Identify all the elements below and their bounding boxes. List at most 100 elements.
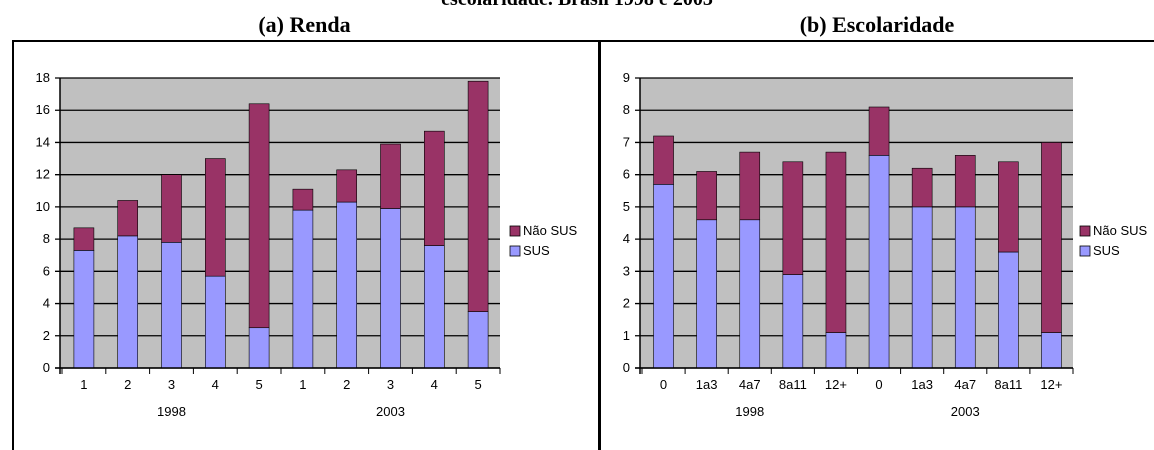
y-tick-label-renda-14: 14 [36,134,50,149]
bar-renda-nao-sus-4 [248,103,270,329]
y-tick-label-renda-10: 10 [36,199,50,214]
bar-escolaridade-sus-0 [653,184,674,369]
y-tick-label-escolaridade-5: 5 [623,199,630,214]
y-tick-label-escolaridade-0: 0 [623,360,630,375]
bar-renda-sus-2 [161,242,182,369]
chart-title-renda: (a) Renda [258,12,351,37]
bar-escolaridade-nao-sus-0 [653,135,674,185]
x-tick-label-escolaridade-6: 1a3 [911,377,933,392]
bar-escolaridade-nao-sus-3 [782,161,804,275]
x-tick-label-escolaridade-2: 4a7 [739,377,761,392]
y-tick-label-escolaridade-8: 8 [623,102,630,117]
bar-escolaridade-nao-sus-2 [739,151,761,221]
group-label-renda-1998: 1998 [157,404,186,419]
bar-escolaridade-sus-3 [782,274,804,369]
legend-label-renda-sus: SUS [523,243,550,258]
frame-top-line [12,40,1154,42]
x-tick-label-escolaridade-7: 4a7 [954,377,976,392]
bar-escolaridade-sus-4 [825,332,847,369]
bar-renda-nao-sus-8 [423,130,445,246]
bar-renda-nao-sus-3 [205,158,226,277]
x-tick-label-escolaridade-5: 0 [875,377,882,392]
legend-label-escolaridade-nao-sus: Não SUS [1093,223,1148,238]
bar-renda-sus-5 [292,209,314,369]
bar-renda-nao-sus-9 [467,80,489,312]
y-tick-label-renda-4: 4 [43,296,50,311]
x-tick-label-renda-8: 4 [431,377,438,392]
x-tick-label-renda-9: 5 [474,377,481,392]
x-tick-label-renda-4: 5 [255,377,262,392]
group-label-escolaridade-2003: 2003 [951,404,980,419]
legend-swatch-escolaridade-nao-sus [1079,225,1091,237]
legend-swatch-renda-nao-sus [509,225,521,237]
bar-escolaridade-sus-2 [739,219,761,369]
legend-label-renda-nao-sus: Não SUS [523,223,578,238]
x-tick-label-escolaridade-0: 0 [660,377,667,392]
bar-escolaridade-nao-sus-6 [911,167,933,208]
bar-renda-sus-9 [467,311,489,369]
bar-escolaridade-sus-9 [1041,332,1062,369]
y-tick-label-escolaridade-3: 3 [623,263,630,278]
bar-renda-nao-sus-2 [161,174,182,243]
x-tick-label-renda-1: 2 [124,377,131,392]
y-tick-label-renda-6: 6 [43,263,50,278]
group-label-renda-2003: 2003 [376,404,405,419]
x-tick-label-escolaridade-8: 8a11 [994,377,1022,392]
y-tick-label-renda-12: 12 [36,167,50,182]
legend-swatch-escolaridade-sus [1079,245,1091,257]
chart-escolaridade: 0 1 2 3 4 5 6 7 8 9 0 1a3 4a7 8a11 12+ 0 1a3 4a7 8a11 12+ 19… [602,43,1154,450]
figure-caption: escolaridade. Brasil 1998 e 2003 [0,0,1154,10]
bar-escolaridade-sus-6 [911,206,933,369]
bar-renda-nao-sus-1 [117,200,138,237]
x-tick-label-escolaridade-1: 1a3 [696,377,718,392]
y-tick-label-escolaridade-6: 6 [623,167,630,182]
x-tick-label-escolaridade-3: 8a11 [779,377,807,392]
bar-escolaridade-sus-7 [954,206,976,369]
y-tick-label-escolaridade-9: 9 [623,70,630,85]
y-tick-label-renda-8: 8 [43,231,50,246]
x-tick-label-renda-3: 4 [212,377,219,392]
bar-escolaridade-nao-sus-4 [825,151,847,333]
frame-divider-line [598,40,601,450]
y-tick-label-escolaridade-7: 7 [623,134,630,149]
bar-escolaridade-nao-sus-1 [696,171,717,221]
y-tick-label-renda-18: 18 [36,70,50,85]
y-tick-label-escolaridade-2: 2 [623,296,630,311]
x-tick-label-escolaridade-9: 12+ [1040,377,1062,392]
x-tick-label-renda-0: 1 [80,377,87,392]
bar-renda-nao-sus-0 [73,227,95,251]
bar-renda-nao-sus-6 [336,169,358,203]
bar-renda-nao-sus-7 [380,143,401,209]
bar-renda-sus-6 [336,201,358,369]
bar-renda-sus-8 [423,245,445,369]
bar-escolaridade-sus-8 [998,251,1019,369]
y-tick-label-renda-16: 16 [36,102,50,117]
bar-escolaridade-nao-sus-5 [868,106,890,156]
x-tick-label-renda-7: 3 [387,377,394,392]
legend-label-escolaridade-sus: SUS [1093,243,1120,258]
bar-renda-sus-3 [205,275,226,369]
x-tick-label-renda-5: 1 [299,377,306,392]
x-tick-label-escolaridade-4: 12+ [825,377,847,392]
y-tick-label-escolaridade-4: 4 [623,231,630,246]
y-tick-label-renda-0: 0 [43,360,50,375]
bar-escolaridade-sus-1 [696,219,717,369]
bar-escolaridade-nao-sus-7 [954,155,976,208]
x-tick-label-renda-6: 2 [343,377,350,392]
bar-renda-sus-7 [380,208,401,369]
bar-renda-nao-sus-5 [292,188,314,211]
y-tick-label-renda-2: 2 [43,328,50,343]
bar-renda-sus-4 [248,327,270,369]
bar-renda-sus-1 [117,235,138,369]
chart-title-escolaridade: (b) Escolaridade [799,12,955,37]
bar-escolaridade-nao-sus-9 [1041,142,1062,333]
y-tick-label-escolaridade-1: 1 [623,328,630,343]
legend-swatch-renda-sus [509,245,521,257]
bar-escolaridade-nao-sus-8 [998,161,1019,253]
x-tick-label-renda-2: 3 [168,377,175,392]
bar-renda-sus-0 [73,250,95,369]
group-label-escolaridade-1998: 1998 [735,404,764,419]
frame-left-line [12,40,14,450]
